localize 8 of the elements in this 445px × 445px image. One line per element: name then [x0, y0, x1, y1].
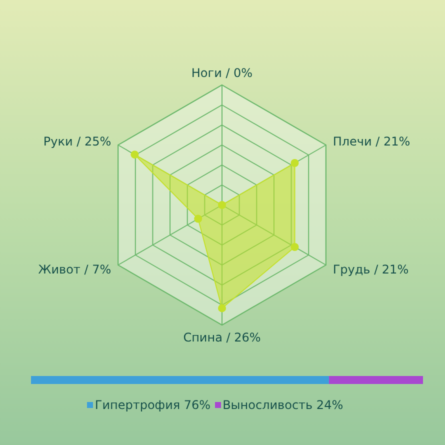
spoke-label: Ноги / 0%: [191, 66, 253, 80]
spoke-label: Руки / 25%: [43, 134, 112, 148]
spoke-label: Грудь / 21%: [332, 262, 409, 276]
spoke-label: Спина / 26%: [183, 330, 261, 345]
spoke-label: Живот / 7%: [38, 262, 112, 276]
spoke-label: Плечи / 21%: [332, 134, 410, 148]
legend-label: Выносливость 24%: [222, 398, 344, 412]
legend-label: Гипертрофия 76%: [94, 398, 211, 412]
